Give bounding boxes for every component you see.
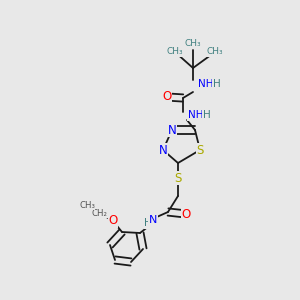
Text: NH: NH [188,110,203,120]
Text: H: H [144,218,152,228]
Text: CH₃: CH₃ [79,200,95,209]
Text: O: O [108,214,118,227]
Text: H: H [213,79,221,89]
Text: S: S [174,172,182,184]
Text: N: N [148,215,157,225]
Text: N: N [168,124,176,136]
Text: O: O [162,91,172,103]
Text: O: O [182,208,190,220]
Text: CH₃: CH₃ [185,40,201,49]
Text: CH₃: CH₃ [207,47,223,56]
Text: NH: NH [198,79,214,89]
Text: CH₂: CH₂ [92,208,108,217]
Text: N: N [159,143,167,157]
Text: CH₃: CH₃ [167,47,183,56]
Text: H: H [203,110,211,120]
Text: S: S [196,143,204,157]
